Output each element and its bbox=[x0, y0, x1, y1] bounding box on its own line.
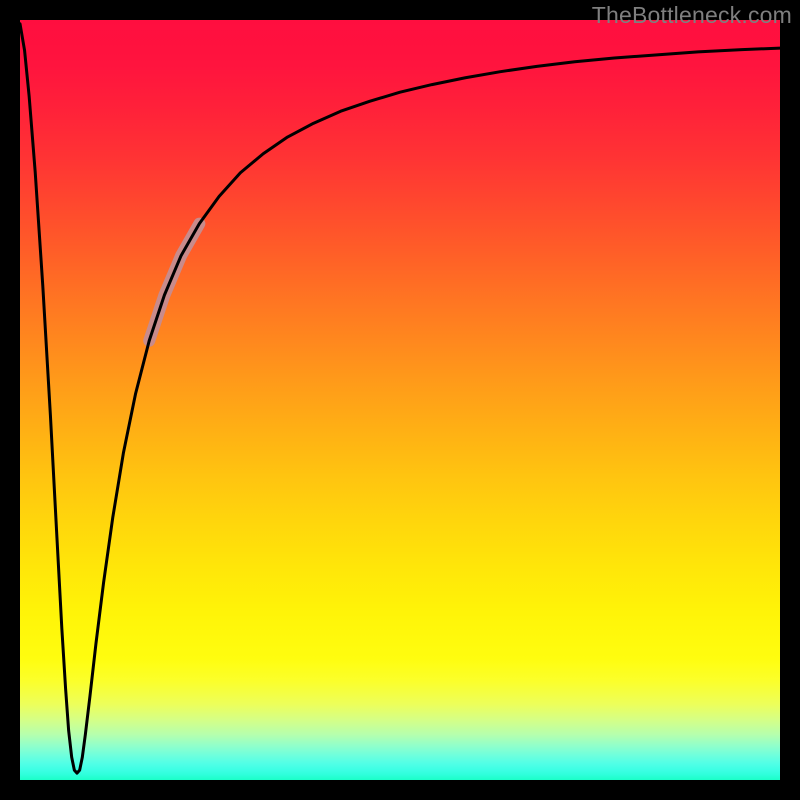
bottleneck-chart: TheBottleneck.com bbox=[0, 0, 800, 800]
watermark-text: TheBottleneck.com bbox=[592, 2, 792, 29]
chart-svg bbox=[0, 0, 800, 800]
